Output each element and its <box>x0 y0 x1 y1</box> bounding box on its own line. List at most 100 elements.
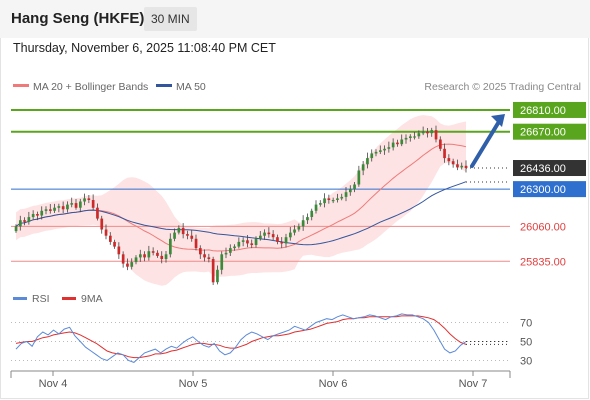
level-label: 25835.00 <box>520 256 566 268</box>
candle <box>53 207 56 211</box>
level-labels: 26810.00 26670.00 26436.00 26300.00 26060.00… <box>513 101 586 268</box>
arrow-head <box>491 113 505 127</box>
rsi-tick-label: 70 <box>520 318 532 330</box>
candle <box>241 240 245 242</box>
candle <box>130 262 134 267</box>
title-bar <box>0 0 590 38</box>
candle <box>190 235 194 239</box>
candle <box>220 254 224 270</box>
candle <box>147 251 151 258</box>
candle <box>207 257 211 259</box>
candle <box>413 136 416 138</box>
rsi-ma-legend-label: 9MA <box>81 293 103 305</box>
candle <box>194 238 198 249</box>
candle <box>40 210 44 216</box>
interval-button[interactable]: 30 MIN <box>144 7 197 31</box>
candle <box>83 198 86 202</box>
page-title: Hang Seng (HKFE) <box>11 10 145 27</box>
candle <box>177 227 181 233</box>
candle <box>57 206 61 208</box>
candle <box>254 238 258 245</box>
level-label: 26436.00 <box>520 163 566 175</box>
rsi-line <box>15 313 467 363</box>
candle <box>434 130 438 140</box>
candle <box>117 246 121 255</box>
candle <box>306 217 309 221</box>
candle <box>61 206 65 210</box>
candle <box>340 196 344 199</box>
candle <box>383 148 386 151</box>
rsi-legend-label: RSI <box>32 293 50 305</box>
credit-label: Research © 2025 Trading Central <box>424 81 581 93</box>
candle <box>246 240 249 244</box>
candle <box>74 203 78 208</box>
candle <box>400 139 404 145</box>
candle <box>199 248 202 255</box>
candle <box>216 269 219 283</box>
ma50-legend-swatch <box>156 84 172 87</box>
candle <box>409 136 412 138</box>
candle <box>259 235 262 239</box>
candle <box>143 254 146 258</box>
candle <box>267 232 271 235</box>
x-axis: Nov 4 Nov 5 Nov 6 Nov 7 <box>10 370 511 390</box>
candle <box>353 184 356 190</box>
candle <box>23 220 26 222</box>
projection-arrow <box>470 113 505 169</box>
candle <box>173 232 176 239</box>
candle <box>113 241 116 247</box>
candle <box>426 131 429 134</box>
candle <box>186 234 189 236</box>
ma20-legend-swatch <box>13 84 29 87</box>
candle <box>370 153 374 159</box>
level-label: 26670.00 <box>520 127 566 139</box>
candle <box>229 248 232 253</box>
x-tick-label: Nov 5 <box>179 378 208 390</box>
candle <box>379 150 382 152</box>
candle <box>233 246 236 249</box>
moving-averages <box>15 143 467 252</box>
candle <box>301 220 305 227</box>
candle <box>109 235 112 242</box>
candle <box>344 192 348 197</box>
candle <box>126 263 129 267</box>
candle <box>14 226 18 232</box>
level-label-box <box>513 123 586 140</box>
candle <box>169 238 172 255</box>
candle <box>156 252 159 256</box>
candle <box>181 227 185 235</box>
candle <box>100 218 104 230</box>
candle <box>430 130 434 134</box>
candle <box>443 148 446 159</box>
rsi-legend-swatch <box>13 297 27 300</box>
candle <box>456 164 459 168</box>
candle <box>361 164 365 171</box>
bollinger-band-area <box>16 115 466 286</box>
candle <box>70 203 74 205</box>
candle <box>460 165 464 168</box>
candle <box>250 243 254 245</box>
x-tick-label: Nov 6 <box>319 378 348 390</box>
candle <box>464 165 468 168</box>
level-label: 26060.00 <box>520 221 566 233</box>
candle <box>164 254 168 259</box>
candle <box>211 259 215 283</box>
candle <box>404 137 408 140</box>
candle <box>293 229 296 233</box>
candle <box>139 254 142 258</box>
candle <box>297 226 301 230</box>
candle <box>224 252 228 255</box>
candle <box>91 200 95 208</box>
candle <box>331 200 335 202</box>
rsi-ma-legend-swatch <box>62 297 76 300</box>
candle <box>447 158 451 162</box>
candle <box>49 209 52 211</box>
candle <box>421 131 425 134</box>
rsi-panel: 70 50 30 <box>11 313 532 368</box>
candle <box>36 214 39 216</box>
candle <box>323 198 326 204</box>
candle <box>203 254 206 258</box>
candle <box>387 147 391 149</box>
candle <box>263 232 266 236</box>
